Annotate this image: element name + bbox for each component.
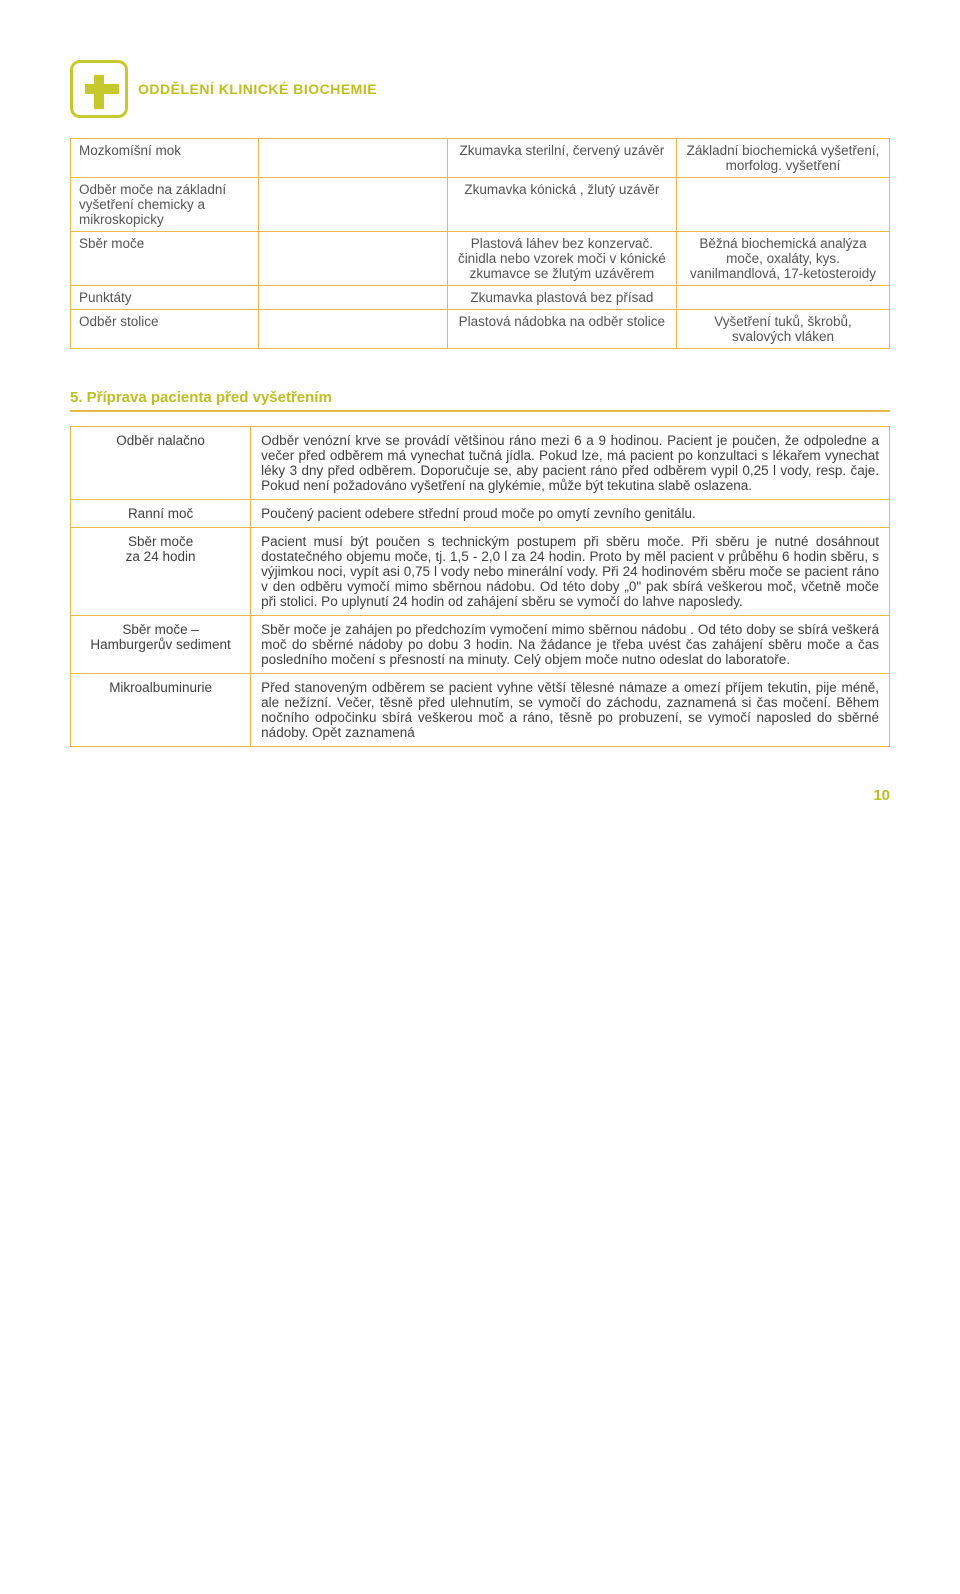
specimen-name: Punktáty	[71, 286, 259, 310]
prep-label: Sběr moče – Hamburgerův sediment	[71, 616, 251, 674]
prep-label: Ranní moč	[71, 500, 251, 528]
specimen-name: Sběr moče	[71, 232, 259, 286]
specimen-name: Odběr stolice	[71, 310, 259, 349]
prep-desc: Odběr venózní krve se provádí většinou r…	[251, 427, 890, 500]
table-row: Sběr moče Plastová láhev bez konzervač. …	[71, 232, 890, 286]
page-number: 10	[70, 787, 890, 804]
prep-desc: Sběr moče je zahájen po předchozím vymoč…	[251, 616, 890, 674]
prep-label: Mikroalbuminurie	[71, 674, 251, 747]
document-page: ODDĚLENÍ KLINICKÉ BIOCHEMIE Mozkomíšní m…	[0, 0, 960, 844]
specimen-name: Odběr moče na základní vyšetření chemick…	[71, 178, 259, 232]
specimen-tests	[677, 178, 890, 232]
table-row: Sběr moče za 24 hodin Pacient musí být p…	[71, 528, 890, 616]
specimen-tests: Běžná biochemická analýza moče, oxaláty,…	[677, 232, 890, 286]
specimen-tube: Zkumavka plastová bez přísad	[447, 286, 676, 310]
prep-desc: Poučený pacient odebere střední proud mo…	[251, 500, 890, 528]
prep-desc: Pacient musí být poučen s technickým pos…	[251, 528, 890, 616]
table-row: Mikroalbuminurie Před stanoveným odběrem…	[71, 674, 890, 747]
header-logo-block: ODDĚLENÍ KLINICKÉ BIOCHEMIE	[70, 60, 890, 118]
specimen-tube: Plastová nádobka na odběr stolice	[447, 310, 676, 349]
prep-desc: Před stanoveným odběrem se pacient vyhne…	[251, 674, 890, 747]
specimen-col2	[259, 178, 447, 232]
table-row: Mozkomíšní mok Zkumavka sterilní, červen…	[71, 139, 890, 178]
table-row: Odběr stolice Plastová nádobka na odběr …	[71, 310, 890, 349]
prep-label: Sběr moče za 24 hodin	[71, 528, 251, 616]
table-row: Ranní moč Poučený pacient odebere středn…	[71, 500, 890, 528]
plus-icon	[70, 60, 128, 118]
specimen-tube: Plastová láhev bez konzervač. činidla ne…	[447, 232, 676, 286]
specimen-col2	[259, 232, 447, 286]
table-row: Odběr nalačno Odběr venózní krve se prov…	[71, 427, 890, 500]
specimen-table: Mozkomíšní mok Zkumavka sterilní, červen…	[70, 138, 890, 349]
specimen-name: Mozkomíšní mok	[71, 139, 259, 178]
specimen-col2	[259, 310, 447, 349]
specimen-col2	[259, 139, 447, 178]
specimen-tests: Základní biochemická vyšetření, morfolog…	[677, 139, 890, 178]
specimen-tests: Vyšetření tuků, škrobů, svalových vláken	[677, 310, 890, 349]
prep-label: Odběr nalačno	[71, 427, 251, 500]
specimen-tube: Zkumavka kónická , žlutý uzávěr	[447, 178, 676, 232]
department-title: ODDĚLENÍ KLINICKÉ BIOCHEMIE	[138, 81, 377, 97]
specimen-tests	[677, 286, 890, 310]
section-heading: 5. Příprava pacienta před vyšetřením	[70, 389, 890, 412]
preparation-table: Odběr nalačno Odběr venózní krve se prov…	[70, 426, 890, 747]
specimen-col2	[259, 286, 447, 310]
table-row: Odběr moče na základní vyšetření chemick…	[71, 178, 890, 232]
table-row: Punktáty Zkumavka plastová bez přísad	[71, 286, 890, 310]
table-row: Sběr moče – Hamburgerův sediment Sběr mo…	[71, 616, 890, 674]
specimen-tube: Zkumavka sterilní, červený uzávěr	[447, 139, 676, 178]
